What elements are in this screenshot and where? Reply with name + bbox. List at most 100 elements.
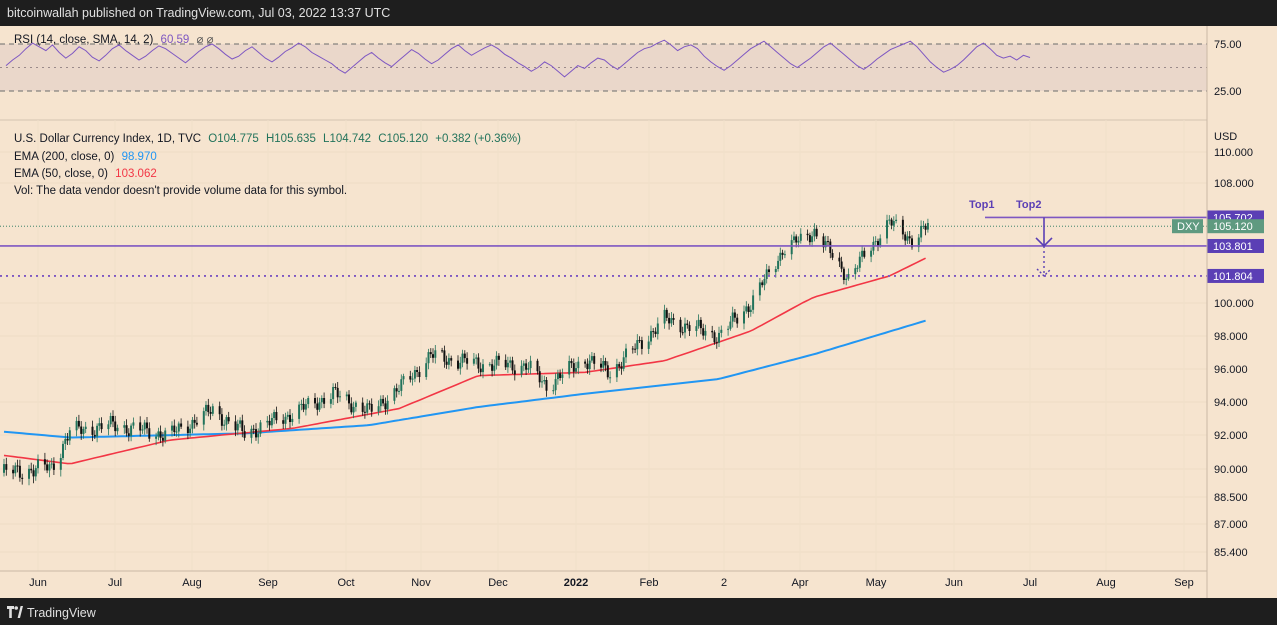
symbol-tag-bg xyxy=(1172,219,1203,234)
symbol-tag-label: DXY xyxy=(1177,221,1200,233)
candle-body xyxy=(180,423,183,427)
candle-body xyxy=(91,426,94,435)
time-tick-label: Dec xyxy=(488,577,508,589)
candle-body xyxy=(164,430,167,441)
candle-body xyxy=(225,417,228,425)
ema200-legend[interactable]: EMA (200, close, 0) 98.970 xyxy=(14,151,157,163)
candle-body xyxy=(552,390,555,392)
candle-body xyxy=(590,356,593,361)
rsi-legend[interactable]: RSI (14, close, SMA, 14, 2) 60.59 ⌀ ⌀ xyxy=(14,32,214,46)
candle-body xyxy=(345,394,348,397)
rsi-legend-extra: ⌀ ⌀ xyxy=(196,34,214,46)
candle-body xyxy=(141,429,144,431)
candle-body xyxy=(917,237,920,248)
candle-body xyxy=(304,404,307,410)
candle-body xyxy=(790,240,793,255)
candle-body xyxy=(236,423,239,431)
ema50-label: EMA (50, close, 0) xyxy=(14,168,108,180)
candle-body xyxy=(774,269,777,273)
candle-body xyxy=(189,428,192,433)
candle-body xyxy=(84,426,87,429)
candle-body xyxy=(155,436,158,439)
candle-body xyxy=(513,370,516,375)
time-tick-label: Jun xyxy=(29,577,47,589)
candle-body xyxy=(34,468,37,477)
candle-body xyxy=(139,422,142,431)
candle-body xyxy=(752,295,755,310)
candle-body xyxy=(684,323,686,333)
candle-body xyxy=(906,236,909,241)
candle-body xyxy=(5,464,8,470)
candle-body xyxy=(620,366,623,369)
candle-body xyxy=(538,371,541,383)
candle-body xyxy=(329,399,332,404)
candle-body xyxy=(14,465,17,474)
time-tick-label: Jul xyxy=(108,577,122,589)
candle-body xyxy=(509,360,512,363)
candle-body xyxy=(663,309,666,324)
tradingview-brand[interactable]: TradingView xyxy=(27,606,96,620)
rsi-tick-label: 75.00 xyxy=(1214,39,1242,51)
candle-body xyxy=(463,353,466,359)
candle-body xyxy=(656,323,659,335)
candle-body xyxy=(366,403,369,413)
candle-body xyxy=(815,228,818,237)
candle-body xyxy=(3,464,5,473)
symbol-legend[interactable]: U.S. Dollar Currency Index, 1D, TVC O104… xyxy=(14,133,521,145)
candle-body xyxy=(427,352,430,364)
candle-body xyxy=(892,221,895,226)
candle-body xyxy=(352,406,355,413)
candle-body xyxy=(638,340,641,342)
candle-body xyxy=(125,425,128,434)
ema200-label: EMA (200, close, 0) xyxy=(14,151,115,163)
candle-body xyxy=(289,414,291,422)
candle-body xyxy=(922,225,925,227)
rsi-legend-value: 60.59 xyxy=(160,34,190,46)
price-tick-label: 98.000 xyxy=(1214,331,1248,343)
candle-body xyxy=(704,330,707,336)
candle-body xyxy=(159,431,162,438)
time-tick-label: Feb xyxy=(640,577,659,589)
candle-body xyxy=(270,418,273,426)
candle-body xyxy=(525,363,528,370)
candle-body xyxy=(811,236,814,243)
candle-body xyxy=(793,236,795,241)
price-tick-label: 108.000 xyxy=(1214,178,1254,190)
candle-body xyxy=(604,361,607,366)
tradingview-logo-icon[interactable] xyxy=(7,606,23,618)
time-tick-label: Nov xyxy=(411,577,431,589)
candle-body xyxy=(127,433,130,436)
candle-body xyxy=(114,421,117,432)
candle-body xyxy=(418,372,421,377)
candle-body xyxy=(472,358,475,364)
ohlc-close: C105.120 xyxy=(378,133,429,145)
candle-body xyxy=(924,225,927,230)
candle-body xyxy=(838,257,841,262)
time-axis[interactable]: Jun Jul Aug Sep Oct Nov Dec 2022 Feb 2 Apr May Jun Ju… xyxy=(29,577,1194,589)
time-tick-label: Jul xyxy=(1023,577,1037,589)
candle-body xyxy=(863,250,866,257)
candle-body xyxy=(132,422,135,426)
price-axis[interactable]: 110.000 108.000 100.000 98.000 96.000 94.000 9… xyxy=(1214,131,1254,559)
publisher-line: bitcoinwallah published on TradingView.c… xyxy=(7,6,391,20)
candle-body xyxy=(273,412,276,418)
candle-body xyxy=(348,394,350,404)
candle-body xyxy=(840,261,843,269)
ohlc-high: H105.635 xyxy=(265,133,316,145)
candle-body xyxy=(482,364,484,373)
candle-body xyxy=(631,348,634,350)
candle-body xyxy=(479,368,482,373)
candle-body xyxy=(207,404,210,413)
candle-body xyxy=(332,387,335,400)
candle-body xyxy=(320,398,323,403)
candle-body xyxy=(765,269,768,279)
candle-body xyxy=(763,279,766,286)
ema50-legend[interactable]: EMA (50, close, 0) 103.062 xyxy=(14,168,157,180)
candle-body xyxy=(93,434,96,437)
candle-body xyxy=(223,424,226,426)
candle-body xyxy=(307,398,310,405)
candle-body xyxy=(323,398,326,404)
last-price-tag xyxy=(1207,219,1264,234)
candle-body xyxy=(497,355,500,360)
